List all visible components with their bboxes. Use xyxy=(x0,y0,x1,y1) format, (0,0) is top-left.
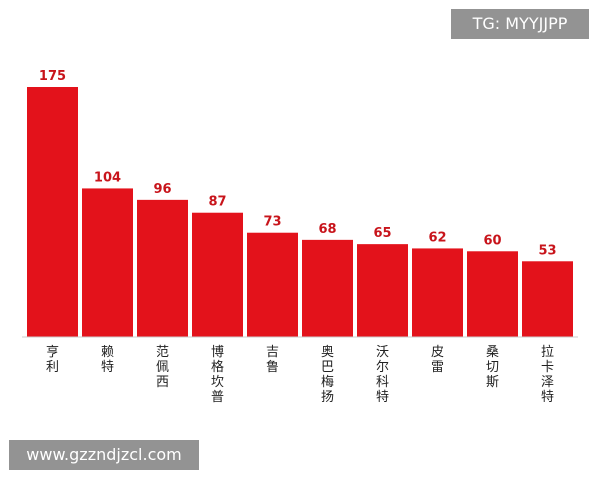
category-label-2: 赖特 xyxy=(101,345,114,375)
bar-6 xyxy=(302,239,353,337)
bar-9 xyxy=(467,251,518,337)
category-label-4: 博格坎普 xyxy=(211,345,224,405)
bar-5 xyxy=(247,232,298,337)
value-label-3: 96 xyxy=(153,182,171,197)
category-labels-group: 亨利 赖特 范佩西 博格坎普 吉鲁 奥巴梅扬 沃尔科特 皮雷 桑切斯 拉卡泽特 xyxy=(46,344,554,405)
value-label-1: 175 xyxy=(39,69,66,84)
category-label-5: 吉鲁 xyxy=(266,345,279,375)
bar-7 xyxy=(357,244,408,337)
category-label-6: 奥巴梅扬 xyxy=(321,345,334,405)
value-label-5: 73 xyxy=(263,215,281,230)
category-label-9: 桑切斯 xyxy=(486,345,499,390)
bar-2 xyxy=(82,188,133,337)
bars-group xyxy=(27,87,573,337)
value-label-10: 53 xyxy=(538,243,556,258)
bar-8 xyxy=(412,248,463,337)
bar-10 xyxy=(522,261,573,337)
value-label-8: 62 xyxy=(428,230,446,245)
category-label-8: 皮雷 xyxy=(431,345,444,375)
category-label-3: 范佩西 xyxy=(156,345,169,390)
value-label-7: 65 xyxy=(373,226,391,241)
value-labels-group: 175 104 96 87 73 68 65 62 60 53 xyxy=(39,69,557,258)
value-label-9: 60 xyxy=(483,233,501,248)
bar-4 xyxy=(192,212,243,337)
bar-3 xyxy=(137,199,188,337)
watermark-bottom-left: www.gzzndjzcl.com xyxy=(9,440,199,470)
category-label-10: 拉卡泽特 xyxy=(541,345,554,405)
category-label-1: 亨利 xyxy=(46,344,59,375)
value-label-4: 87 xyxy=(208,195,226,210)
watermark-top-right: TG: MYYJJPP xyxy=(451,9,589,39)
value-label-6: 68 xyxy=(318,222,336,237)
value-label-2: 104 xyxy=(94,170,121,185)
bar-1 xyxy=(27,87,78,337)
category-label-7: 沃尔科特 xyxy=(376,345,389,405)
